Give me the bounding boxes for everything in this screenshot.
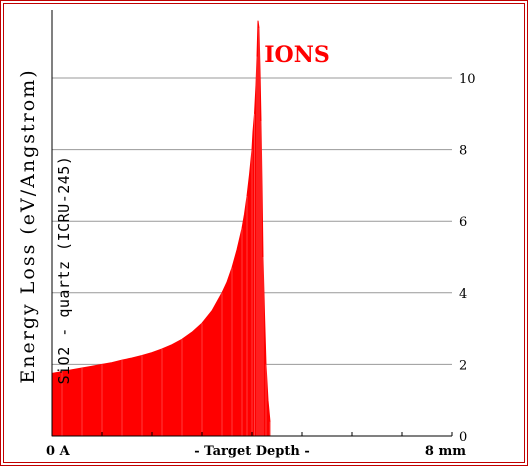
- x-axis-label: - Target Depth -: [194, 444, 310, 459]
- material-annotation: SiO2 - quartz (ICRU-245): [55, 156, 73, 385]
- y-tick-label-4: 4: [459, 287, 467, 302]
- y-axis-label: Energy Loss (eV/Angstrom): [17, 68, 39, 383]
- y-tick-label-6: 6: [459, 215, 467, 230]
- energy-loss-area: [51, 20, 271, 437]
- y-tick-label-10: 10: [459, 72, 476, 87]
- y-tick-label-8: 8: [459, 144, 467, 159]
- chart-title: IONS: [264, 42, 329, 68]
- y-tick-labels: 0 2 4 6 8 10: [459, 72, 476, 445]
- energy-loss-series: [51, 20, 271, 437]
- y-tick-label-2: 2: [459, 358, 467, 373]
- x-start-label: 0 A: [46, 444, 71, 459]
- inner-border: [3, 3, 525, 463]
- x-end-label: 8 mm: [425, 444, 466, 459]
- y-tick-label-0: 0: [459, 430, 467, 445]
